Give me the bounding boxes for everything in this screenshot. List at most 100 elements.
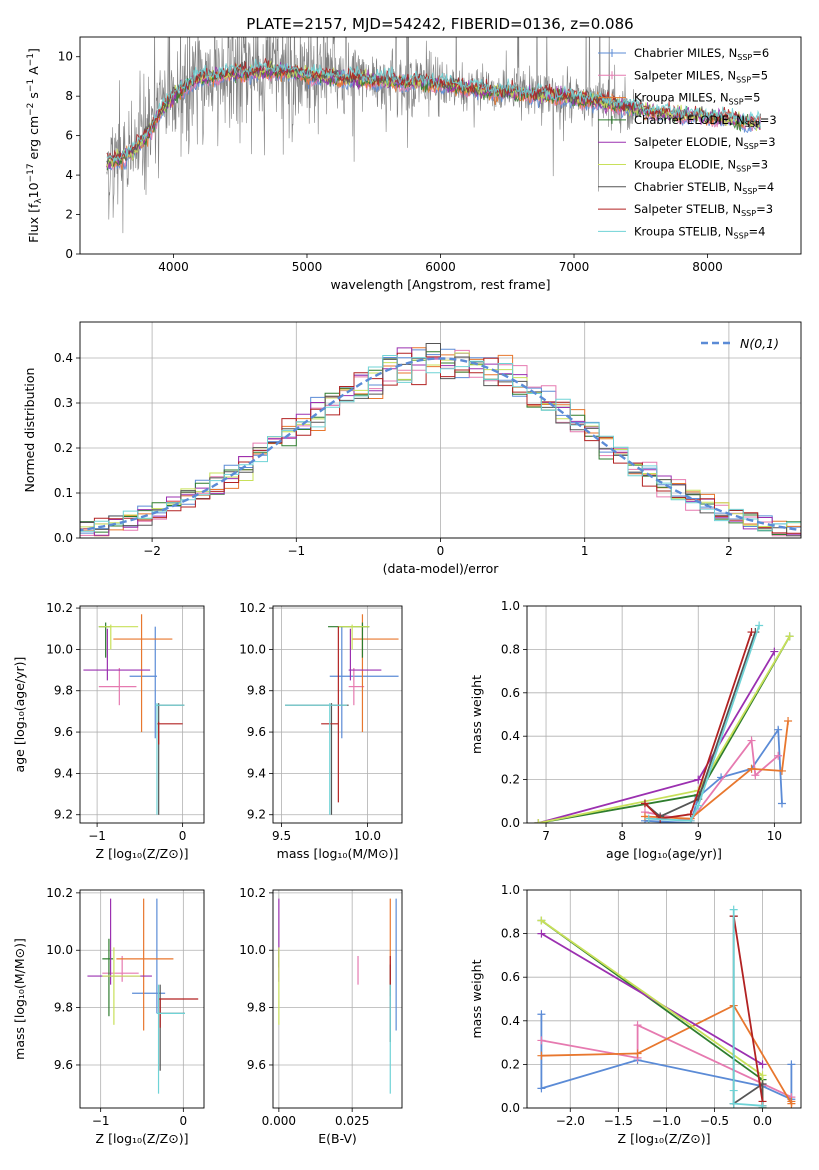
y-tick-label: 10.2 (46, 601, 73, 615)
point-kroupa_stelib (755, 621, 764, 630)
ylabel-part: ] (26, 48, 41, 53)
point-kroupa_elodie (785, 632, 794, 641)
x-tick-label: 6000 (425, 260, 456, 274)
x-tick-label: 10 (767, 829, 782, 843)
point-salpeter_miles (774, 751, 783, 760)
y-tick-label: 1.0 (501, 883, 520, 897)
y-tick-label: 1.0 (501, 599, 520, 613)
point-chabrier_miles (774, 725, 783, 734)
y-tick-label: 0.2 (54, 441, 73, 455)
chart-weight_vs_age: 7 8 9 10 0.0 0.2 0.4 0.6 0.8 1.0 age [log₁₀(age/yr… (469, 599, 802, 861)
point-kroupa_stelib (686, 816, 695, 823)
x-tick-label: 0.0 (753, 1114, 772, 1128)
x-tick-label: 0 (437, 544, 445, 558)
x-tick-label: 8 (618, 829, 626, 843)
x-tick-label: 7000 (559, 260, 590, 274)
series-kroupa_stelib (648, 625, 760, 822)
x-tick-label: 9 (694, 829, 702, 843)
legend-nssp-value: =3 (760, 113, 777, 127)
point-chabrier_miles (537, 1010, 546, 1019)
point-kroupa_miles (537, 1051, 546, 1060)
legend-entry-salpeter_elodie: Salpeter ELODIE, NSSP=3 (634, 135, 776, 151)
figure-title: PLATE=2157, MJD=54242, FIBERID=0136, z=0… (246, 15, 633, 33)
y-tick-label: 0.0 (501, 1101, 520, 1115)
series-salpeter_stelib (644, 631, 753, 820)
legend-label: Kroupa STELIB, N (634, 224, 734, 238)
point-kroupa_stelib (729, 1099, 738, 1108)
y-tick-label: 8 (65, 89, 73, 103)
y-tick-label: 10.2 (46, 886, 73, 900)
point-chabrier_miles (537, 1084, 546, 1093)
legend-label-normal: N(0,1) (740, 336, 779, 351)
y-tick-label: 9.8 (54, 1001, 73, 1015)
y-tick-label: 9.6 (54, 725, 73, 739)
plot-area-mass_vs_EBV (278, 898, 397, 1094)
y-tick-label: 10.0 (46, 642, 73, 656)
series-kroupa_elodie (538, 635, 791, 823)
legend-nssp-sub: SSP (737, 53, 752, 62)
y-axis-label: mass [log₁₀(M/M⊙)] (12, 938, 27, 1060)
y-axis-label: age [log₁₀(age/yr)] (12, 657, 27, 773)
y-tick-label: 9.2 (247, 808, 266, 822)
series-salpeter_elodie (540, 932, 763, 1066)
chart-residuals: −2 −1 0 1 2 0.0 0.1 0.2 0.3 0.4 (data-model)/error… (22, 321, 802, 576)
point-kroupa_miles (747, 764, 756, 773)
legend-label: Salpeter STELIB, N (634, 202, 741, 216)
legend-nssp-sub: SSP (745, 120, 760, 129)
point-kroupa_miles (784, 717, 793, 726)
y-tick-label: 9.2 (54, 808, 73, 822)
x-tick-label: −0.5 (700, 1114, 729, 1128)
y-tick-label: 0.8 (501, 642, 520, 656)
y-tick-label: 2 (65, 208, 73, 222)
y-tick-label: 9.4 (247, 766, 266, 780)
legend-nssp-sub: SSP (729, 98, 744, 107)
y-tick-label: 10.2 (239, 886, 266, 900)
point-kroupa_miles (640, 812, 649, 821)
y-tick-label: 0.0 (54, 531, 73, 545)
legend-label: Salpeter ELODIE, N (634, 135, 744, 149)
legend-label: Kroupa MILES, N (634, 91, 729, 105)
ylabel-sub: λ (34, 198, 44, 204)
y-tick-label: 0.2 (501, 773, 520, 787)
legend-nssp-value: =4 (749, 224, 766, 238)
y-tick-label: 0.1 (54, 486, 73, 500)
ylabel-part: A (26, 66, 41, 79)
x-axis-label: E(B-V) (318, 1131, 357, 1146)
point-salpeter_elodie (758, 1060, 767, 1069)
point-salpeter_elodie (694, 775, 703, 784)
normal-curve (80, 357, 801, 532)
x-tick-label: 5000 (292, 260, 323, 274)
point-kroupa_miles (777, 766, 786, 775)
series-chabrier_elodie (538, 635, 791, 823)
y-tick-label: 9.8 (247, 684, 266, 698)
x-axis-label: wavelength [Angstrom, rest frame] (330, 277, 550, 292)
ylabel-part: 10 (26, 182, 41, 198)
legend-entry-chabrier_miles: Chabrier MILES, NSSP=6 (634, 46, 769, 62)
x-tick-label: 8000 (692, 260, 723, 274)
x-axis-label: mass [log₁₀(M/M⊙)] (277, 846, 399, 861)
ylabel-exp: −2 (26, 103, 36, 116)
x-tick-label: −1 (287, 544, 305, 558)
x-tick-label: 7 (542, 829, 550, 843)
ylabel-exp: −1 (26, 53, 36, 66)
x-tick-label: 4000 (158, 260, 189, 274)
legend-nssp-value: =4 (757, 180, 774, 194)
histogram-chabrier_stelib (80, 343, 801, 537)
legend-nssp-sub: SSP (736, 75, 751, 84)
y-axis-label: mass weight (469, 959, 484, 1038)
x-tick-label: −1.0 (652, 1114, 681, 1128)
chart-spectrum: 4000 5000 6000 7000 8000 0 2 4 6 8 10 wavelength [A… (26, 36, 802, 292)
y-tick-label: 9.6 (54, 1058, 73, 1072)
axes-frame (79, 321, 802, 539)
y-tick-label: 0.6 (501, 686, 520, 700)
legend-nssp-sub: SSP (742, 187, 757, 196)
point-kroupa_elodie (758, 1071, 767, 1080)
legend-entry-chabrier_stelib: Chabrier STELIB, NSSP=4 (634, 180, 774, 196)
plot-area-weight_vs_age (534, 621, 794, 823)
chart-weight_vs_Z: −2.0 −1.5 −1.0 −0.5 0.0 0.0 0.2 0.4 0.6 0.8 1.0 Z [… (469, 883, 802, 1146)
model-spectrum-kroupa_stelib (106, 58, 761, 163)
y-tick-label: 0.3 (54, 396, 73, 410)
y-tick-label: 10 (58, 50, 73, 64)
y-tick-label: 0.4 (501, 1014, 520, 1028)
